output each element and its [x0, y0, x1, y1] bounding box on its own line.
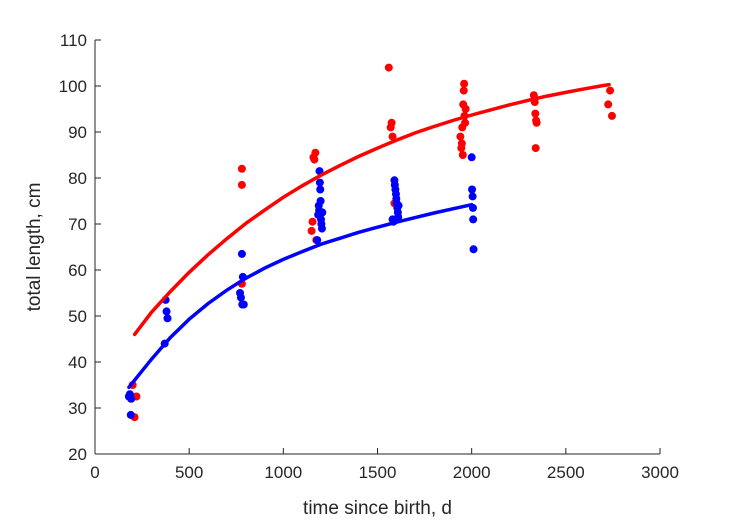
data-point: [237, 164, 246, 173]
data-point: [531, 144, 540, 153]
data-point: [307, 226, 316, 235]
data-point: [236, 293, 245, 302]
x-tick-label: 2500: [547, 463, 585, 482]
data-point: [461, 118, 470, 127]
data-point: [607, 111, 616, 120]
x-tick-label: 1000: [264, 463, 302, 482]
x-tick-label: 1500: [359, 463, 397, 482]
fit-curve-1: [132, 82, 611, 337]
data-point: [237, 249, 246, 258]
x-tick-label: 0: [90, 463, 99, 482]
data-point: [457, 139, 466, 148]
y-tick-label: 90: [68, 123, 87, 142]
x-tick-label: 500: [175, 463, 203, 482]
y-tick-label: 80: [68, 169, 87, 188]
data-point: [388, 132, 397, 141]
y-tick-label: 50: [68, 307, 87, 326]
data-point: [310, 155, 319, 164]
x-axis-label: time since birth, d: [303, 498, 452, 519]
data-point: [469, 245, 478, 254]
data-point: [126, 410, 135, 419]
y-axis-label: total length, cm: [24, 183, 45, 312]
data-point: [318, 208, 327, 217]
x-tick-label: 2000: [453, 463, 491, 482]
data-point: [394, 213, 403, 222]
y-tick-label: 110: [60, 31, 87, 50]
y-axis-ticks: 20 30 40 50 60 70 80 90 100 110: [59, 31, 101, 464]
y-tick-label: 40: [68, 353, 87, 372]
data-point: [458, 151, 467, 159]
data-point: [315, 178, 324, 187]
data-point: [384, 63, 393, 72]
data-point: [456, 132, 465, 141]
data-point: [460, 79, 469, 88]
plot-area: [124, 63, 616, 422]
data-point: [163, 314, 172, 323]
data-point: [394, 201, 403, 210]
axes: 0 500 1000 1500 2000 2500 3000 20 30 40 50 60 70 80 9…: [59, 31, 679, 482]
y-tick-label: 30: [68, 399, 87, 418]
data-point: [162, 307, 171, 316]
data-point: [308, 217, 317, 226]
data-point: [316, 197, 325, 205]
data-point: [604, 100, 613, 109]
x-tick-label: 3000: [641, 463, 679, 482]
data-point: [127, 394, 136, 403]
data-point: [237, 180, 246, 189]
fit-curve-2: [127, 202, 474, 390]
series-1: [127, 63, 616, 422]
data-point: [461, 105, 470, 113]
data-point: [311, 148, 320, 157]
y-tick-label: 100: [59, 77, 87, 96]
data-point: [606, 86, 615, 95]
data-point: [239, 300, 248, 309]
data-point: [316, 185, 325, 194]
data-point: [467, 153, 476, 162]
data-point: [459, 86, 468, 95]
data-point: [532, 118, 541, 127]
data-point: [531, 109, 540, 118]
data-point: [468, 185, 477, 194]
y-tick-label: 20: [68, 445, 87, 464]
data-point: [313, 236, 322, 245]
data-point: [317, 224, 326, 233]
y-tick-label: 70: [68, 215, 87, 234]
y-tick-label: 60: [68, 261, 87, 280]
x-axis-ticks: 0 500 1000 1500 2000 2500 3000: [90, 448, 679, 482]
data-point: [468, 192, 477, 201]
data-point: [469, 215, 478, 224]
data-point: [387, 118, 396, 127]
